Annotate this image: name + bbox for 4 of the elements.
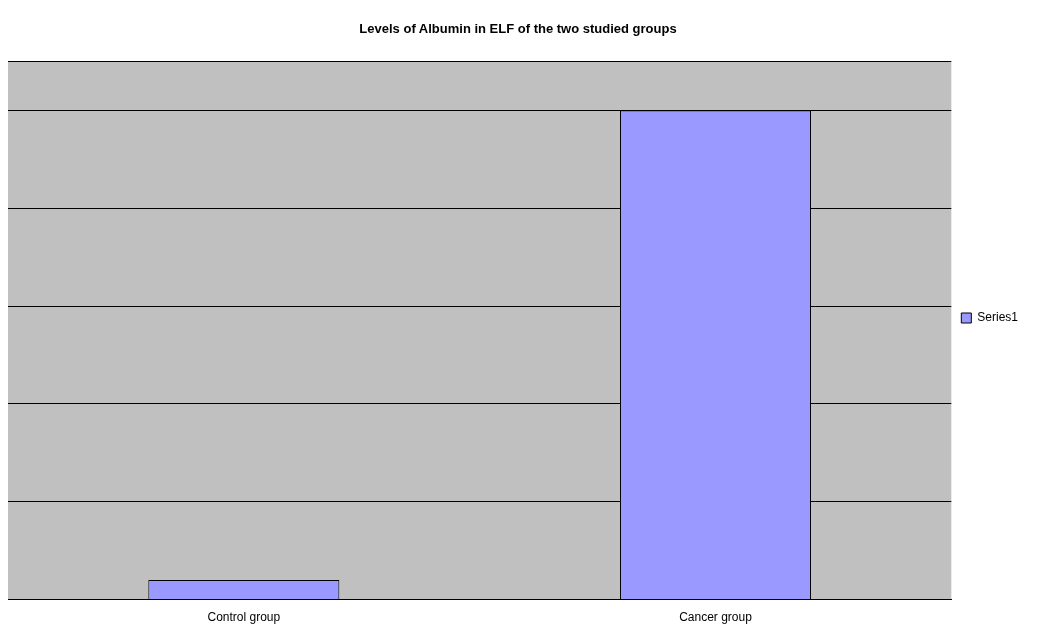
x-tick-label: Cancer group bbox=[679, 610, 753, 625]
x-tick-label: Control group bbox=[207, 610, 281, 625]
chart-title: Levels of Albumin in ELF of the two studied groups bbox=[359, 21, 677, 37]
legend-label: Series1 bbox=[977, 310, 1019, 325]
